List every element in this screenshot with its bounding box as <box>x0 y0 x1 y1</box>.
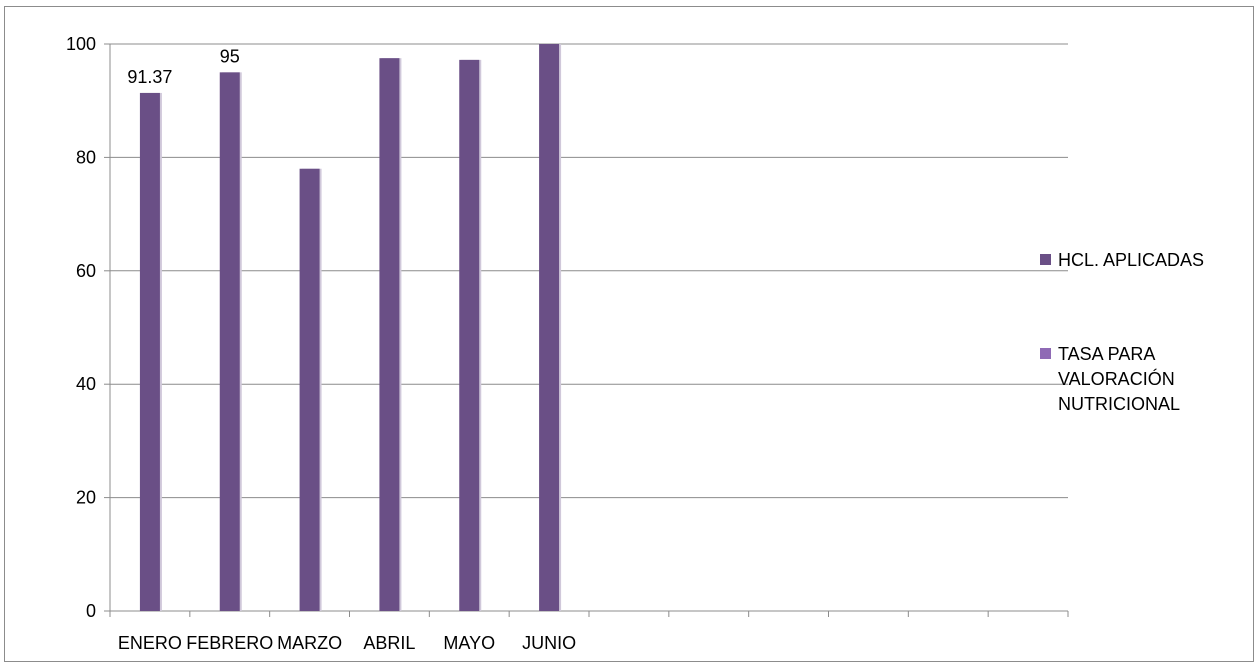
y-tick-label: 20 <box>76 488 96 508</box>
y-tick-label: 100 <box>66 34 96 54</box>
legend-label: NUTRICIONAL <box>1058 394 1180 414</box>
data-label: 95 <box>220 46 240 66</box>
bar <box>299 168 320 612</box>
y-tick-label: 80 <box>76 147 96 167</box>
legend-label: HCL. APLICADAS <box>1058 250 1204 270</box>
bar <box>139 92 160 611</box>
bar <box>219 72 240 612</box>
legend-label: VALORACIÓN <box>1058 368 1175 389</box>
legend-label: TASA PARA <box>1058 344 1155 364</box>
y-tick-label: 60 <box>76 261 96 281</box>
legend-swatch <box>1040 254 1051 265</box>
x-category-label: MARZO <box>277 633 342 653</box>
bar <box>379 58 400 612</box>
x-category-label: MAYO <box>443 633 495 653</box>
x-category-label: ENERO <box>118 633 182 653</box>
x-category-label: ABRIL <box>363 633 415 653</box>
data-label: 91.37 <box>127 67 172 87</box>
bar <box>539 44 560 611</box>
chart-frame <box>4 6 1254 662</box>
bar <box>459 59 480 612</box>
x-category-label: JUNIO <box>522 633 576 653</box>
x-category-label: FEBRERO <box>186 633 273 653</box>
y-tick-label: 0 <box>86 601 96 621</box>
legend-swatch <box>1040 348 1051 359</box>
y-tick-label: 40 <box>76 374 96 394</box>
